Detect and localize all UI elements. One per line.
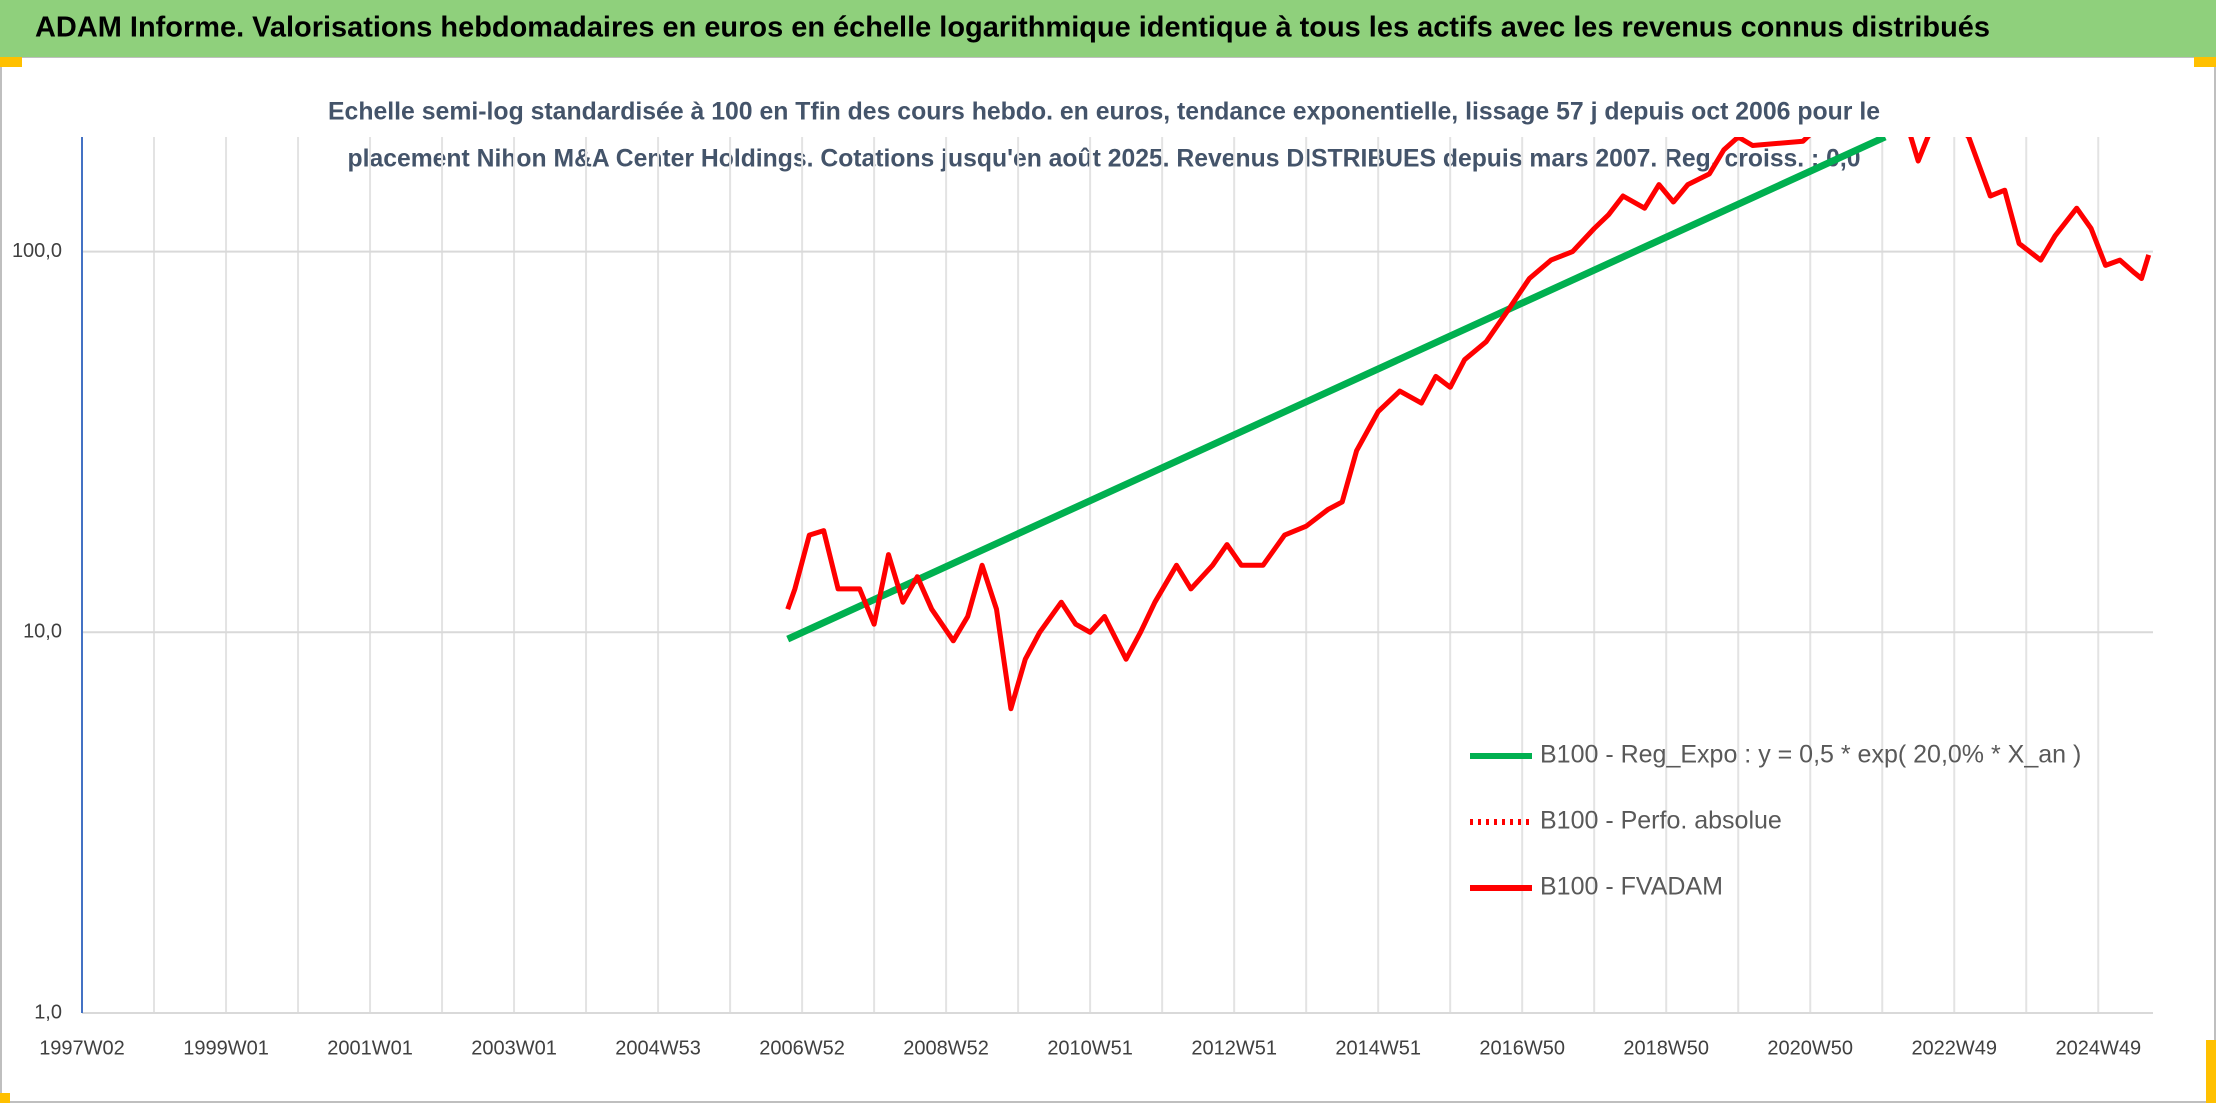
legend-label: B100 - Perfo. absolue — [1540, 807, 1782, 835]
corner-mark — [2206, 1040, 2216, 1103]
x-tick-label: 2003W01 — [471, 1037, 557, 1059]
title-bar — [0, 0, 2216, 57]
legend: B100 - Reg_Expo : y = 0,5 * exp( 20,0% *… — [1470, 741, 2081, 901]
y-tick-label: 1,0 — [34, 1001, 62, 1023]
chart-subtitle: Echelle semi-log standardisée à 100 en T… — [328, 98, 1880, 126]
corner-mark — [2194, 57, 2216, 67]
x-tick-label: 2010W51 — [1047, 1037, 1133, 1059]
x-tick-label: 2024W49 — [2055, 1037, 2141, 1059]
data-line — [785, 137, 2152, 712]
data-line — [786, 137, 1887, 643]
x-tick-label: 2008W52 — [903, 1037, 989, 1059]
chart-subtitle: placement Nihon M&A Center Holdings. Cot… — [348, 145, 1861, 173]
y-tick-label: 100,0 — [12, 240, 62, 262]
x-tick-label: 2012W51 — [1191, 1037, 1277, 1059]
legend-label: B100 - Reg_Expo : y = 0,5 * exp( 20,0% *… — [1540, 741, 2081, 769]
x-tick-label: 1999W01 — [183, 1037, 269, 1059]
plot-area — [785, 137, 2152, 712]
x-tick-label: 2006W52 — [759, 1037, 845, 1059]
x-tick-label: 2014W51 — [1335, 1037, 1421, 1059]
y-tick-label: 10,0 — [23, 621, 62, 643]
chart-title: ADAM Informe. Valorisations hebdomadaire… — [35, 12, 1990, 44]
x-tick-label: 2022W49 — [1911, 1037, 1997, 1059]
x-tick-label: 2001W01 — [327, 1037, 413, 1059]
grid: 1997W02 1999W01 2001W01 2003W01 2004W53 2006W… — [12, 137, 2153, 1059]
corner-mark — [0, 1093, 10, 1103]
x-tick-label: 2018W50 — [1623, 1037, 1709, 1059]
x-tick-label: 2020W50 — [1767, 1037, 1853, 1059]
legend-label: B100 - FVADAM — [1540, 873, 1723, 901]
x-tick-label: 2016W50 — [1479, 1037, 1565, 1059]
x-tick-label: 2004W53 — [615, 1037, 701, 1059]
x-tick-label: 1997W02 — [39, 1037, 125, 1059]
corner-mark — [0, 57, 22, 67]
